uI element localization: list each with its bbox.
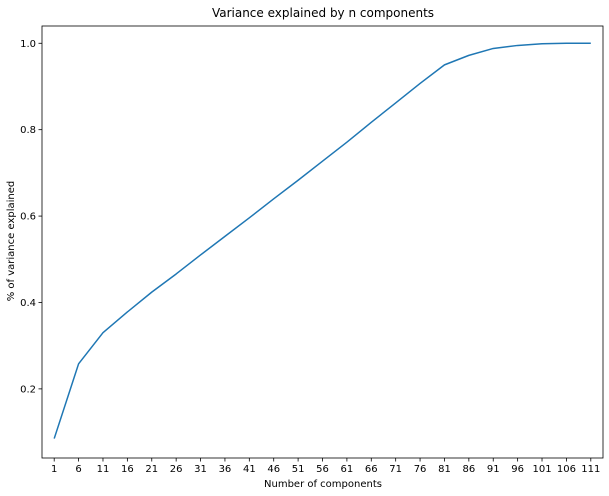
series-line-0 xyxy=(53,42,591,439)
x-tick-label: 76 xyxy=(414,464,427,475)
x-axis: 1 6 11 16 21 26 31 36 41 46 51 56 61 66 71 76 81 86 91 96 10… xyxy=(51,458,600,475)
y-tick-label: 1.0 xyxy=(20,39,36,50)
y-tick-label: 0.4 xyxy=(20,298,36,309)
x-tick-label: 56 xyxy=(316,464,329,475)
x-tick-label: 66 xyxy=(365,464,378,475)
x-tick-label: 51 xyxy=(292,464,305,475)
x-axis-title: Number of components xyxy=(264,479,382,490)
plot-frame xyxy=(41,25,604,459)
plot-area xyxy=(53,42,591,439)
x-tick-label: 31 xyxy=(194,464,207,475)
x-tick-label: 101 xyxy=(532,464,551,475)
y-tick-label: 0.8 xyxy=(20,125,36,136)
y-tick-label: 0.2 xyxy=(20,384,36,395)
y-axis-title: % of variance explained xyxy=(6,181,17,302)
x-tick-label: 11 xyxy=(97,464,110,475)
chart-title: Variance explained by n components xyxy=(212,6,434,20)
x-tick-label: 41 xyxy=(243,464,256,475)
x-tick-label: 96 xyxy=(511,464,524,475)
x-tick-label: 6 xyxy=(75,464,81,475)
x-tick-label: 21 xyxy=(145,464,158,475)
x-tick-label: 91 xyxy=(487,464,500,475)
x-tick-label: 106 xyxy=(557,464,576,475)
y-tick-label: 0.6 xyxy=(20,212,36,223)
x-tick-label: 46 xyxy=(267,464,280,475)
y-axis: 0.2 0.4 0.6 0.8 1.0 xyxy=(20,39,42,395)
x-tick-label: 71 xyxy=(389,464,402,475)
x-tick-label: 61 xyxy=(341,464,354,475)
x-tick-label: 81 xyxy=(438,464,451,475)
x-tick-label: 16 xyxy=(121,464,134,475)
x-tick-label: 86 xyxy=(462,464,475,475)
x-tick-label: 36 xyxy=(219,464,232,475)
x-tick-label: 111 xyxy=(581,464,600,475)
x-tick-label: 26 xyxy=(170,464,183,475)
x-tick-label: 1 xyxy=(51,464,57,475)
